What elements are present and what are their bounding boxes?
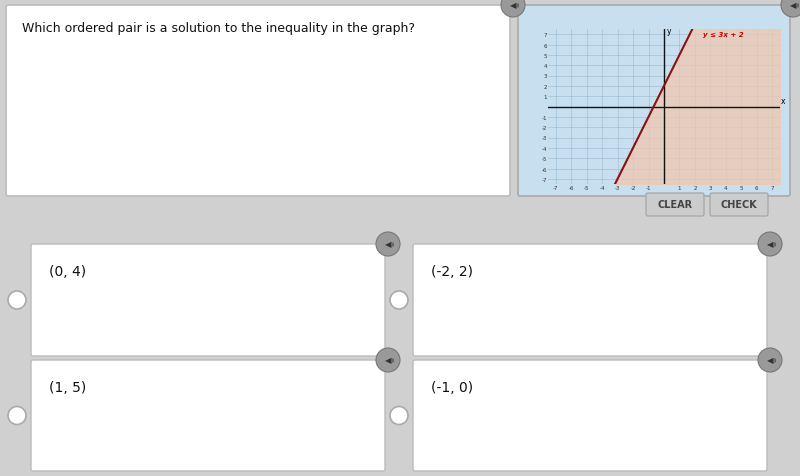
- Text: )): )): [773, 358, 778, 363]
- FancyBboxPatch shape: [413, 245, 767, 356]
- Text: x: x: [781, 97, 786, 106]
- Circle shape: [781, 0, 800, 18]
- Text: (0, 4): (0, 4): [49, 265, 86, 278]
- Text: )): )): [773, 242, 778, 247]
- Text: y ≤ 3x + 2: y ≤ 3x + 2: [702, 32, 743, 38]
- Text: )): )): [796, 3, 800, 9]
- FancyBboxPatch shape: [6, 6, 510, 197]
- FancyBboxPatch shape: [518, 6, 790, 197]
- FancyBboxPatch shape: [31, 245, 385, 356]
- Text: ◀: ◀: [790, 1, 796, 10]
- Text: y: y: [667, 27, 671, 36]
- Circle shape: [8, 291, 26, 309]
- Circle shape: [390, 291, 408, 309]
- Text: CLEAR: CLEAR: [658, 200, 693, 210]
- Text: )): )): [391, 358, 395, 363]
- Text: ◀: ◀: [385, 240, 391, 249]
- Text: )): )): [391, 242, 395, 247]
- Text: CHECK: CHECK: [721, 200, 758, 210]
- Circle shape: [758, 232, 782, 257]
- FancyBboxPatch shape: [31, 360, 385, 471]
- FancyBboxPatch shape: [413, 360, 767, 471]
- Text: ◀: ◀: [510, 1, 516, 10]
- Circle shape: [376, 232, 400, 257]
- Circle shape: [390, 407, 408, 425]
- Text: (-2, 2): (-2, 2): [431, 265, 473, 278]
- Text: ◀: ◀: [766, 240, 774, 249]
- Text: Which ordered pair is a solution to the inequality in the graph?: Which ordered pair is a solution to the …: [22, 22, 415, 35]
- Text: (-1, 0): (-1, 0): [431, 380, 473, 394]
- Text: (1, 5): (1, 5): [49, 380, 86, 394]
- FancyBboxPatch shape: [646, 194, 704, 217]
- FancyBboxPatch shape: [710, 194, 768, 217]
- Circle shape: [376, 348, 400, 372]
- Text: ◀: ◀: [766, 356, 774, 365]
- Circle shape: [501, 0, 525, 18]
- Circle shape: [8, 407, 26, 425]
- Text: ◀: ◀: [385, 356, 391, 365]
- Text: )): )): [516, 3, 520, 9]
- Circle shape: [758, 348, 782, 372]
